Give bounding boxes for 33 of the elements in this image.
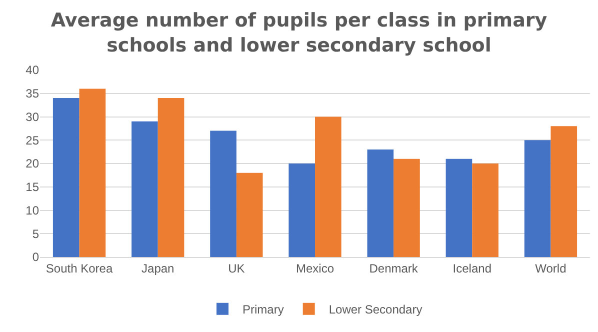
y-tick-label: 0	[32, 250, 40, 264]
legend-label: Lower Secondary	[328, 302, 422, 317]
bar	[394, 158, 420, 257]
x-tick-label: South Korea	[46, 261, 113, 276]
y-tick-label: 10	[26, 203, 40, 218]
x-tick-label: Japan	[142, 261, 174, 276]
bar	[367, 149, 394, 257]
chart-title: Average number of pupils per class in primary schools and lower secondary school	[50, 10, 548, 56]
bar	[550, 126, 578, 257]
bar	[158, 98, 184, 257]
x-tick-label: Denmark	[369, 261, 419, 276]
bar	[288, 164, 315, 257]
bar	[132, 121, 158, 257]
y-tick-label: 35	[26, 86, 40, 101]
bar	[472, 164, 498, 257]
legend-label: Primary	[242, 302, 284, 317]
bar	[236, 172, 263, 257]
x-tick-label: World	[535, 261, 566, 276]
y-tick-label: 25	[26, 133, 40, 148]
bar	[79, 88, 106, 257]
y-tick-label: 40	[26, 63, 40, 78]
x-tick-label: UK	[228, 261, 245, 276]
bar	[52, 98, 80, 257]
y-tick-label: 5	[32, 226, 40, 241]
bar	[315, 116, 342, 257]
x-tick-label: Iceland	[452, 261, 492, 276]
y-tick-label: 30	[26, 110, 40, 124]
bar	[446, 158, 472, 257]
x-tick-label: Mexico	[296, 261, 334, 276]
bar	[524, 140, 551, 257]
y-tick-label: 15	[26, 180, 40, 194]
y-tick-label: 20	[26, 156, 40, 171]
bar	[210, 130, 236, 257]
